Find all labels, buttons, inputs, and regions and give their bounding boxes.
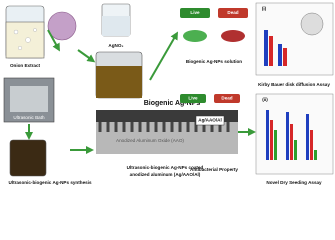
agno3-label: AgNO₃ xyxy=(108,43,123,48)
onion-photo xyxy=(47,11,77,41)
arrow xyxy=(77,49,96,63)
arrow xyxy=(149,31,179,81)
live-label: Live xyxy=(190,10,200,15)
panel-label: (i) xyxy=(262,6,267,11)
dead-label: Dead xyxy=(227,10,238,15)
bath-tank xyxy=(10,86,48,112)
panel-label: (ii) xyxy=(262,97,268,102)
bath-label: Ultrasonic Bath xyxy=(13,115,45,120)
property-caption: Antibacterial Property xyxy=(190,167,238,172)
seeding-caption: Novel Dry Seeding Assay xyxy=(266,180,322,185)
live-box xyxy=(180,8,210,18)
reaction-liquid xyxy=(96,66,142,98)
dead-box xyxy=(218,8,248,18)
solution-caption: Biogenic Ag-NPs solution xyxy=(186,59,242,64)
nps-label: Biogenic Ag-NPs xyxy=(144,100,201,107)
bacterium xyxy=(221,30,245,42)
decorative-bars xyxy=(264,12,324,66)
synthesis-caption: Ultrasonic-biogenic Ag-NPs synthesis xyxy=(8,180,91,185)
dead-label: Dead xyxy=(221,96,232,101)
dead-box xyxy=(214,94,240,103)
sample-label: Ag/AAO/Al xyxy=(198,118,221,123)
arrow xyxy=(47,29,60,52)
graphical-abstract: Onion Extract Ultrasonic Bath Ultrasonic… xyxy=(3,2,334,185)
agno3-liquid xyxy=(102,16,130,36)
sample-box xyxy=(195,115,225,126)
coating-caption: anodized aluminum (Ag/AAO/Al) xyxy=(130,172,201,177)
live-box xyxy=(180,94,206,103)
decorative-bars xyxy=(266,110,317,160)
bacterium xyxy=(183,30,207,42)
live-label: Live xyxy=(188,96,198,101)
aao-label: Anodized Aluminum Oxide (AAO) xyxy=(116,138,184,143)
onion-beaker xyxy=(5,5,45,59)
assay-panel xyxy=(255,2,334,76)
kirby-caption: Kirby Bauer disk diffusion Assay xyxy=(258,82,330,87)
coating-caption: Ultrasonic-biogenic Ag-NPs coated xyxy=(127,165,204,170)
onion-label: Onion Extract xyxy=(10,63,41,68)
product-beaker xyxy=(9,139,47,177)
